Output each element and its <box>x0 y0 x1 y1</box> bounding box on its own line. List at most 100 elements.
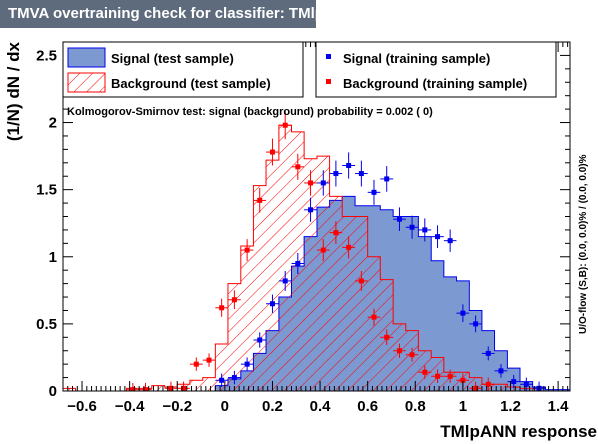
y-tick-label: 1.5 <box>36 182 57 199</box>
y-tick-label: 0 <box>49 383 57 400</box>
legend-label-signal-test: Signal (test sample) <box>111 51 234 66</box>
background-train-marker <box>384 334 390 340</box>
x-tick-label: 0.6 <box>357 398 378 415</box>
background-train-point <box>316 239 330 261</box>
background-train-point <box>355 270 368 291</box>
background-train-point <box>393 343 406 358</box>
background-train-marker <box>130 387 136 391</box>
x-tick-label: 1 <box>459 398 467 415</box>
signal-train-point <box>355 160 368 187</box>
signal-train-point <box>342 152 356 179</box>
background-train-point <box>126 382 140 391</box>
background-train-marker <box>142 387 148 391</box>
signal-train-marker <box>244 361 250 367</box>
background-train-marker <box>269 149 275 155</box>
signal-train-point <box>481 346 495 361</box>
legend-swatch-signal-test <box>67 47 106 68</box>
legend-label-background-train: Background (training sample) <box>343 76 527 91</box>
title-bar: TMVA overtraining check for classifier: … <box>0 0 356 28</box>
signal-train-marker <box>320 180 326 186</box>
signal-train-point <box>380 166 394 192</box>
x-tick-label: 0.4 <box>310 398 332 415</box>
signal-train-marker <box>396 216 402 222</box>
ks-test-text: Kolmogorov-Smirnov test: signal (backgro… <box>67 106 433 118</box>
signal-train-marker <box>308 207 314 213</box>
signal-train-marker <box>473 321 479 327</box>
background-train-marker <box>219 305 225 311</box>
background-train-marker <box>257 197 263 203</box>
signal-train-marker <box>358 171 364 177</box>
legend-box-right <box>315 41 557 98</box>
signal-train-point <box>329 160 343 187</box>
signal-train-point <box>469 315 482 333</box>
background-train-point <box>227 290 241 310</box>
signal-train-marker <box>219 377 225 383</box>
background-train-point <box>329 221 343 245</box>
signal-train-point <box>291 252 305 275</box>
x-tick-label: −0.4 <box>115 398 145 415</box>
y-axis-title: (1/N) dN / dx <box>4 41 23 141</box>
y-tick-label: 2 <box>49 115 57 132</box>
background-train-marker <box>346 244 352 250</box>
signal-train-marker <box>371 189 377 195</box>
x-tick-label: 0.2 <box>262 398 283 415</box>
y-tick-label: 0.5 <box>36 316 57 333</box>
background-train-point <box>278 111 292 140</box>
background-train-marker <box>231 297 237 303</box>
signal-train-marker <box>409 224 415 230</box>
signal-train-point <box>494 364 508 378</box>
signal-train-marker <box>333 171 339 177</box>
background-train-marker <box>409 352 415 358</box>
x-tick-label: 0.8 <box>405 398 426 415</box>
background-train-point <box>304 170 317 196</box>
signal-train-marker <box>384 176 390 182</box>
background-train-marker <box>333 230 339 236</box>
chart-title: TMVA overtraining check for classifier: … <box>8 5 357 22</box>
background-train-marker <box>422 369 428 375</box>
background-train-marker <box>206 357 212 363</box>
signal-train-point <box>507 374 521 389</box>
background-train-marker <box>244 247 250 253</box>
background-train-marker <box>168 385 174 391</box>
signal-train-marker <box>295 260 301 266</box>
signal-train-point <box>405 215 419 239</box>
background-train-marker <box>320 247 326 253</box>
background-train-point <box>266 138 279 166</box>
signal-train-point <box>278 270 292 291</box>
signal-train-point <box>215 373 228 387</box>
x-tick-label: 0 <box>221 398 229 415</box>
background-train-marker <box>295 164 301 170</box>
signal-train-marker <box>435 234 441 240</box>
signal-train-point <box>393 207 406 231</box>
legend-label-signal-train: Signal (training sample) <box>343 51 490 66</box>
background-train-point <box>240 239 254 261</box>
legend-swatch-background-test <box>67 72 106 93</box>
signal-train-marker <box>346 162 352 168</box>
signal-train-marker <box>269 301 275 307</box>
background-train-marker <box>193 361 199 367</box>
signal-train-point <box>266 294 279 313</box>
x-axis-title: TMlpANN response <box>440 422 597 441</box>
signal-train-point <box>456 304 470 322</box>
overflow-text: U/O-flow (S,B): (0.0, 0.0)% / (0.0, 0.0)… <box>578 154 589 334</box>
signal-train-point <box>304 197 317 222</box>
background-train-point <box>177 381 190 391</box>
signal-train-marker <box>498 368 504 374</box>
background-train-point <box>202 353 216 367</box>
background-train-marker <box>371 314 377 320</box>
signal-train-point <box>520 377 533 391</box>
background-train-point <box>469 381 482 391</box>
y-tick-label: 2.5 <box>36 47 57 64</box>
background-train-marker <box>181 385 187 391</box>
background-train-point <box>443 369 457 383</box>
signal-train-marker <box>485 350 491 356</box>
background-train-marker <box>358 278 364 284</box>
signal-train-point <box>431 225 444 248</box>
signal-train-point <box>227 370 241 385</box>
signal-train-marker <box>447 238 453 244</box>
background-train-marker <box>435 373 441 379</box>
background-train-point <box>342 236 356 259</box>
y-tick-label: 1 <box>49 249 57 266</box>
signal-train-point <box>316 170 330 196</box>
